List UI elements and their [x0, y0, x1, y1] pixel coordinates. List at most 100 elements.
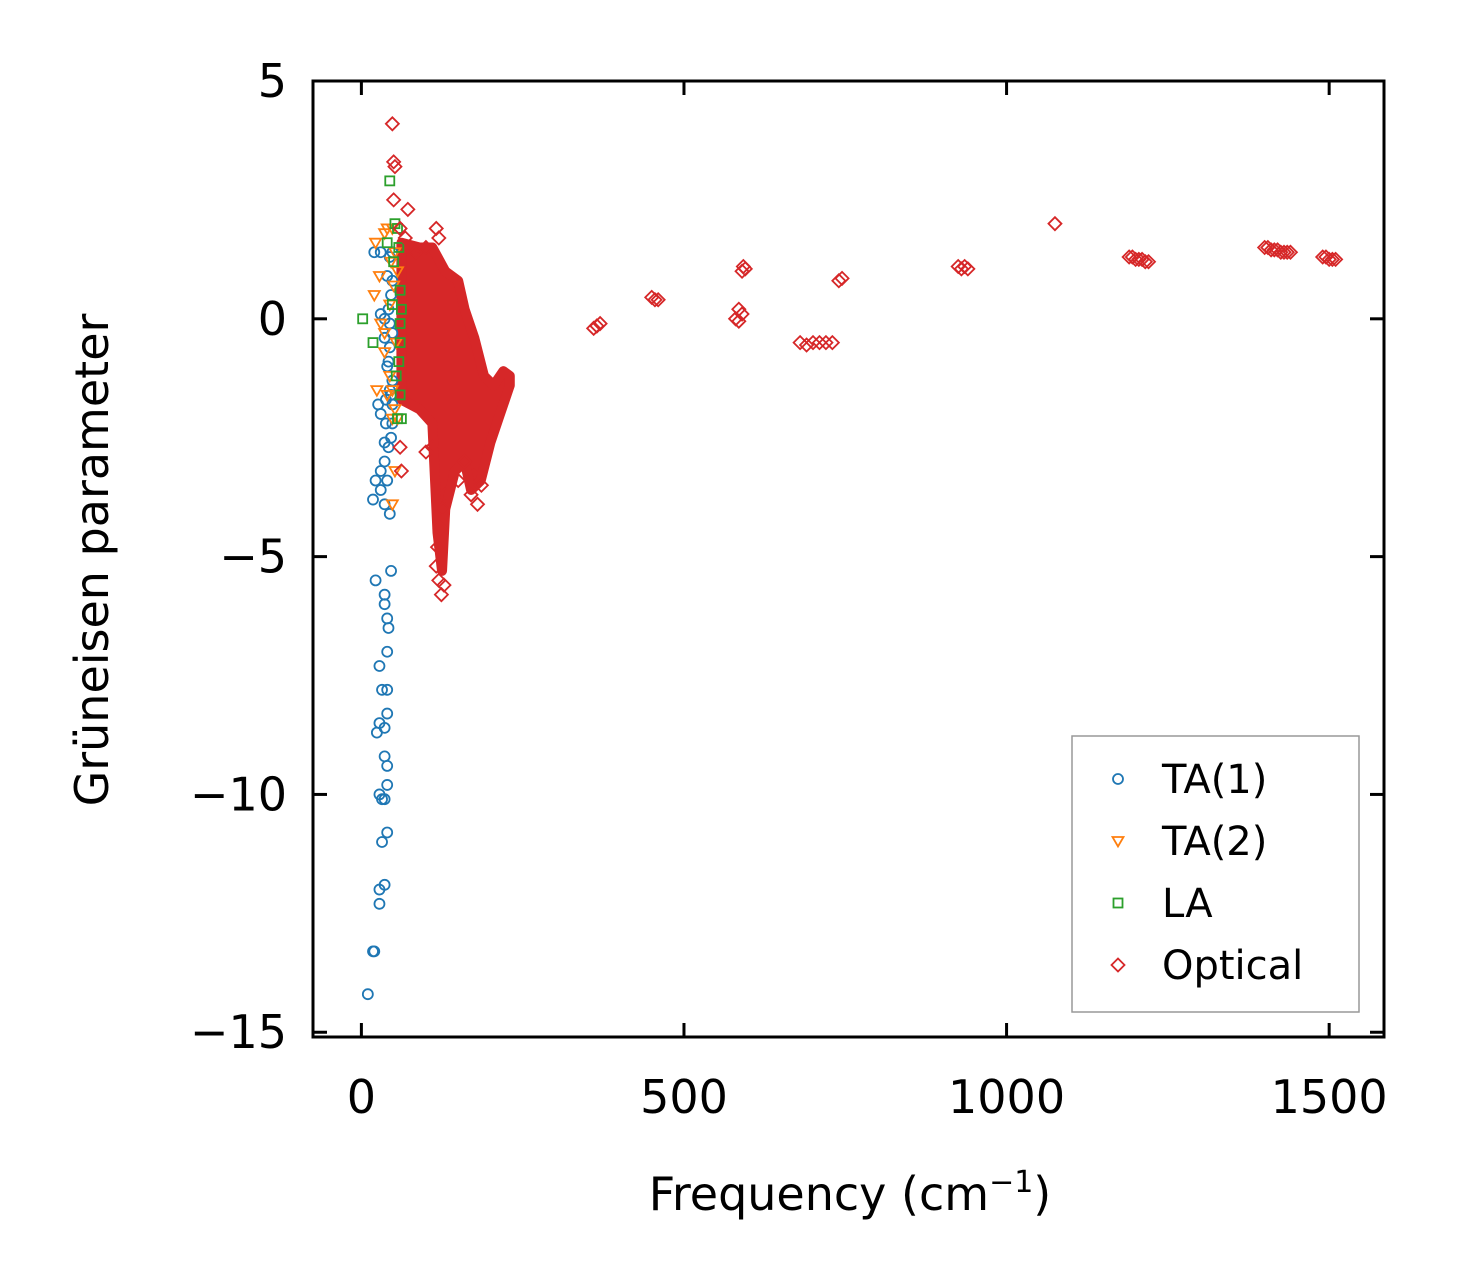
la-point — [393, 356, 405, 368]
optical-point — [811, 334, 828, 351]
ta-1-point — [372, 398, 385, 411]
optical-point — [392, 220, 408, 237]
ta-1-point — [368, 945, 381, 958]
la-point — [367, 337, 379, 348]
ta-1-point — [368, 246, 381, 259]
la-point — [386, 299, 398, 310]
optical-point — [428, 558, 445, 574]
y-tick-label: −5 — [219, 530, 287, 584]
optical-point — [1321, 251, 1337, 268]
optical-point — [429, 539, 446, 555]
optical-point — [450, 472, 466, 489]
ta-1-point — [367, 493, 379, 506]
optical-point — [589, 318, 605, 334]
ta-1-point — [374, 484, 387, 496]
optical-point — [397, 230, 414, 246]
optical-point — [1324, 251, 1341, 268]
la-point — [384, 175, 396, 187]
ta-1-point — [378, 793, 391, 806]
ta-2-point — [377, 347, 392, 360]
optical-point — [433, 586, 450, 603]
legend-label-optical: Optical — [1162, 943, 1303, 989]
optical-point — [400, 201, 416, 218]
x-axis-label: Frequency (cm−1) — [649, 1165, 1052, 1221]
legend-marker-ta-1 — [1112, 773, 1124, 785]
optical-point — [418, 239, 434, 256]
ta-1-point — [376, 683, 388, 696]
legend-label-ta-2: TA(2) — [1161, 819, 1267, 865]
optical-point — [1140, 253, 1157, 270]
y-tick-label: −10 — [190, 767, 287, 821]
optical-point — [469, 496, 486, 513]
ta-1-point — [385, 431, 397, 444]
ta-1-point — [381, 612, 394, 625]
x-tick-label: 1000 — [948, 1070, 1065, 1124]
optical-point — [436, 577, 452, 593]
optical-point — [384, 116, 401, 132]
ta-2-point — [387, 466, 402, 479]
la-point — [390, 370, 402, 382]
axes-frame — [311, 79, 1386, 1039]
optical-point — [824, 334, 841, 351]
y-tick-label: −15 — [190, 1005, 287, 1059]
ta-1-point — [373, 897, 386, 910]
ta-1-point — [381, 759, 394, 772]
ta-1-point — [361, 988, 374, 1001]
legend-box — [1071, 735, 1360, 1013]
y-tick-label: 0 — [258, 292, 287, 346]
optical-point — [437, 487, 454, 503]
optical-point — [393, 463, 410, 479]
x-tick-label: 0 — [347, 1070, 376, 1124]
optical-point — [1282, 244, 1299, 260]
optical-point — [418, 444, 434, 460]
optical-point — [385, 154, 402, 170]
la-point — [394, 284, 406, 296]
ta-2-point — [387, 404, 402, 417]
x-tick-label: 500 — [640, 1070, 728, 1124]
optical-point — [1127, 251, 1144, 268]
optical-point — [643, 289, 660, 306]
legend-marker-ta-2 — [1110, 836, 1126, 849]
ta-1-point — [374, 408, 387, 420]
optical-point — [818, 334, 834, 351]
ta-1-point — [378, 455, 391, 468]
ta-1-point — [369, 574, 382, 587]
optical-point — [456, 453, 473, 470]
legend-label-la: LA — [1162, 881, 1213, 927]
ta-1-point — [381, 826, 394, 839]
ta-1-point — [381, 707, 394, 720]
ta-2-point — [377, 328, 392, 341]
optical-point — [1279, 244, 1295, 260]
optical-point — [737, 261, 754, 277]
ta-2-point — [380, 390, 395, 403]
optical-point — [960, 261, 976, 277]
ta-1-point — [378, 588, 391, 601]
la-point — [357, 313, 369, 325]
optical-point — [432, 520, 448, 536]
optical-point — [387, 158, 403, 175]
ta-1-point — [381, 779, 394, 791]
ta-1-point — [378, 750, 391, 763]
la-point — [393, 242, 405, 253]
y-tick-label: 5 — [258, 54, 287, 108]
la-point — [394, 318, 406, 329]
legend-marker-la — [1112, 897, 1124, 909]
ta-1-point — [383, 507, 396, 520]
ta-2-point — [369, 385, 384, 398]
la-point — [388, 256, 400, 268]
y-axis-label: Grüneisen parameter — [65, 313, 119, 806]
ta-1-point — [378, 721, 391, 734]
optical-point — [1047, 215, 1063, 232]
legend: TA(1) TA(2) LA Optical — [1071, 735, 1360, 1013]
ta-1-point — [369, 474, 382, 487]
legend-marker-optical — [1110, 957, 1126, 973]
optical-point — [407, 244, 424, 260]
axis-ticks: 0 500 1000 1500 5 0 −5 −10 −15 — [190, 54, 1388, 1124]
optical-point — [385, 192, 402, 208]
optical-dense-band — [396, 237, 515, 576]
data-marks — [357, 116, 1344, 1001]
optical-point — [463, 487, 479, 503]
optical-point — [434, 501, 451, 517]
ta-1-point — [376, 836, 388, 848]
